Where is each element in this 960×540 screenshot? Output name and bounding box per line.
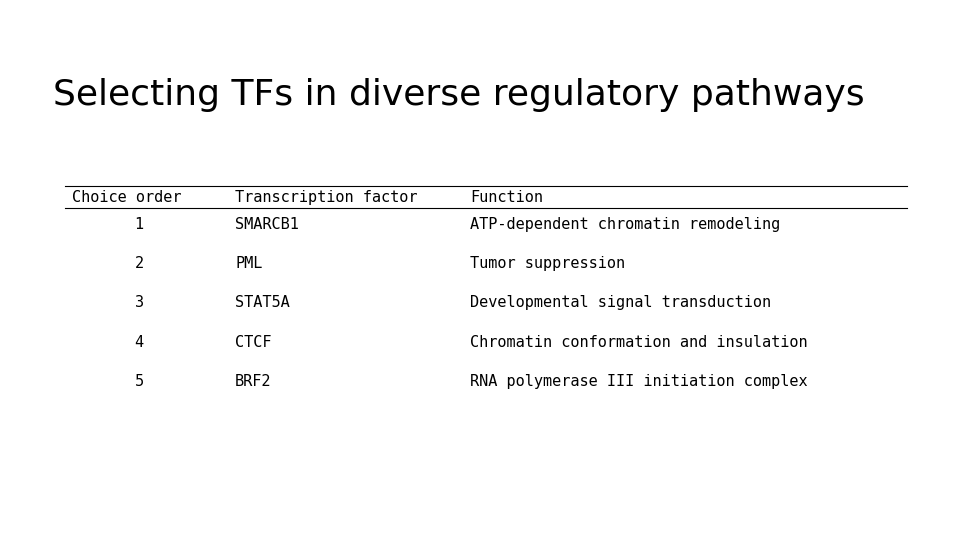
Text: BRF2: BRF2 bbox=[235, 374, 272, 389]
Text: RNA polymerase III initiation complex: RNA polymerase III initiation complex bbox=[470, 374, 808, 389]
Text: 1: 1 bbox=[134, 217, 144, 232]
Text: Developmental signal transduction: Developmental signal transduction bbox=[470, 295, 772, 310]
Text: Selecting TFs in diverse regulatory pathways: Selecting TFs in diverse regulatory path… bbox=[53, 78, 864, 112]
Text: Chromatin conformation and insulation: Chromatin conformation and insulation bbox=[470, 335, 808, 350]
Text: 3: 3 bbox=[134, 295, 144, 310]
Text: Transcription factor: Transcription factor bbox=[235, 190, 418, 205]
Text: Function: Function bbox=[470, 190, 543, 205]
Text: 5: 5 bbox=[134, 374, 144, 389]
Text: STAT5A: STAT5A bbox=[235, 295, 290, 310]
Text: PML: PML bbox=[235, 256, 263, 271]
Text: 2: 2 bbox=[134, 256, 144, 271]
Text: Tumor suppression: Tumor suppression bbox=[470, 256, 626, 271]
Text: SMARCB1: SMARCB1 bbox=[235, 217, 300, 232]
Text: ATP-dependent chromatin remodeling: ATP-dependent chromatin remodeling bbox=[470, 217, 780, 232]
Text: CTCF: CTCF bbox=[235, 335, 272, 350]
Text: Choice order: Choice order bbox=[72, 190, 181, 205]
Text: 4: 4 bbox=[134, 335, 144, 350]
